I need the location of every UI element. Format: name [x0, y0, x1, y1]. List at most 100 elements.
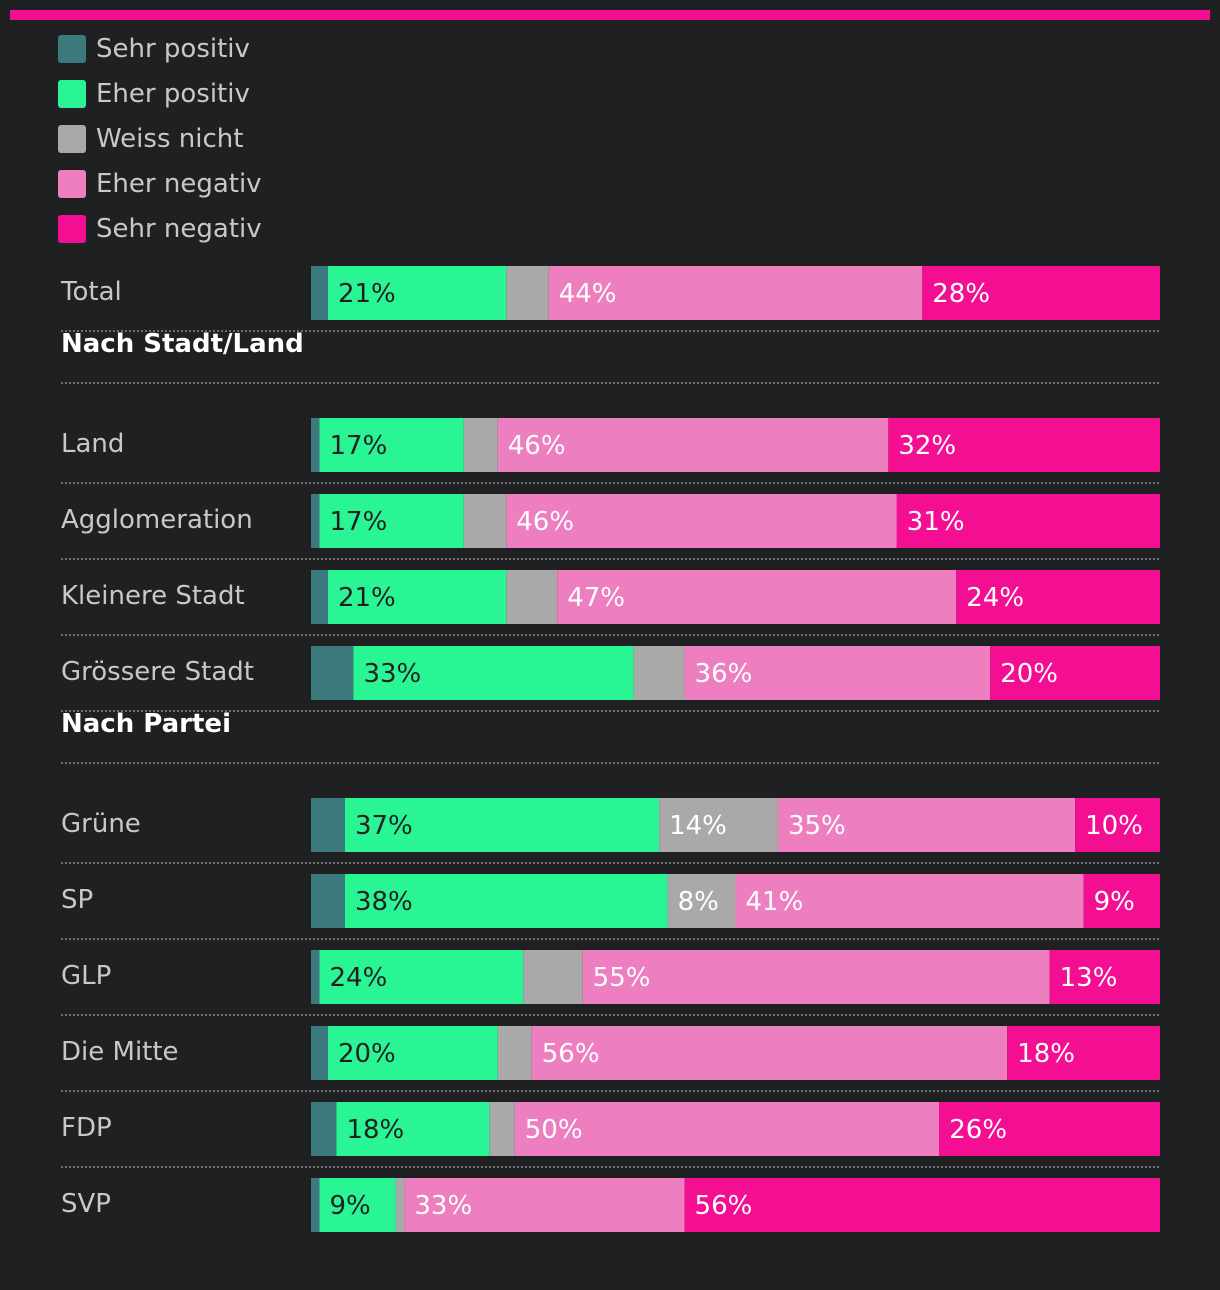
- bar-segment: [531, 1026, 1008, 1080]
- bar-row: Kleinere Stadt 21% 47% 24%: [61, 570, 1160, 624]
- data-label: 28%: [932, 279, 990, 309]
- bar-segment: [582, 950, 1050, 1004]
- legend-item-sehr-negativ: Sehr negativ: [58, 206, 262, 251]
- bar-segment: [463, 494, 507, 548]
- data-label: 37%: [355, 811, 413, 841]
- legend-item-eher-negativ: Eher negativ: [58, 161, 262, 206]
- bar-segment: [327, 266, 507, 320]
- bar-segment: [888, 418, 1160, 472]
- bar-segment: [463, 418, 498, 472]
- data-label: 21%: [338, 279, 396, 309]
- bar-segment: [497, 1026, 532, 1080]
- legend-item-sehr-positiv: Sehr positiv: [58, 26, 262, 71]
- bar-segment: [684, 1178, 1160, 1232]
- row-label: FDP: [61, 1113, 112, 1143]
- legend-label: Sehr negativ: [96, 213, 262, 244]
- legend-swatch: [58, 214, 86, 243]
- row-label: Total: [60, 277, 122, 307]
- bar-segment: [1083, 874, 1160, 928]
- legend-item-weiss-nicht: Weiss nicht: [58, 116, 262, 161]
- data-label: 9%: [1094, 887, 1135, 917]
- data-label: 21%: [338, 583, 396, 613]
- bar-segment: [1075, 798, 1160, 852]
- bar-segment: [633, 646, 685, 700]
- bar-row: Grüne 37% 14% 35% 10%: [61, 798, 1160, 852]
- data-label: 24%: [329, 963, 387, 993]
- bar-segment: [336, 1102, 490, 1156]
- bar-row: GLP 24% 55% 13%: [61, 950, 1160, 1004]
- bar-segment: [489, 1102, 515, 1156]
- row-label: Grüne: [61, 809, 141, 839]
- row-label: Die Mitte: [61, 1037, 179, 1067]
- bar-row: SP 38% 8% 41% 9%: [61, 874, 1160, 928]
- data-label: 33%: [363, 659, 421, 689]
- bar-segment: [319, 1178, 396, 1232]
- data-label: 24%: [966, 583, 1024, 613]
- bar-segment: [311, 798, 345, 852]
- bar-segment: [506, 494, 897, 548]
- bar-segment: [311, 1102, 337, 1156]
- data-label: 41%: [746, 887, 804, 917]
- bar-segment: [548, 266, 923, 320]
- bar-row: Total 21% 44% 28%: [60, 266, 1160, 320]
- bar-segment: [311, 266, 328, 320]
- bar-segment: [896, 494, 1160, 548]
- bar-segment: [667, 874, 736, 928]
- data-label: 17%: [329, 431, 387, 461]
- bar-segment: [557, 570, 957, 624]
- data-label: 26%: [949, 1115, 1007, 1145]
- row-label: Land: [61, 429, 124, 459]
- bar-segment: [1007, 1026, 1160, 1080]
- bar-segment: [353, 646, 634, 700]
- bar-row: Agglomeration 17% 46% 31%: [61, 494, 1160, 548]
- bar-row: Die Mitte 20% 56% 18%: [61, 1026, 1160, 1080]
- bar-segment: [684, 646, 991, 700]
- data-label: 10%: [1085, 811, 1143, 841]
- legend-item-eher-positiv: Eher positiv: [58, 71, 262, 116]
- bar-segment: [311, 874, 345, 928]
- bar-segment: [990, 646, 1160, 700]
- data-label: 36%: [695, 659, 753, 689]
- bar-segment: [659, 798, 778, 852]
- data-label: 46%: [516, 507, 574, 537]
- data-label: 50%: [525, 1115, 583, 1145]
- data-label: 31%: [907, 507, 965, 537]
- bar-segment: [506, 266, 549, 320]
- legend-swatch: [58, 124, 86, 153]
- bar-segment: [311, 1026, 328, 1080]
- row-label: Grössere Stadt: [61, 657, 254, 687]
- row-label: GLP: [61, 961, 111, 991]
- legend-label: Eher positiv: [96, 78, 250, 109]
- bar-segment: [311, 494, 320, 548]
- data-label: 44%: [559, 279, 617, 309]
- data-label: 20%: [1000, 659, 1058, 689]
- row-label: Agglomeration: [61, 505, 253, 535]
- data-label: 20%: [338, 1039, 396, 1069]
- bar-segment: [344, 874, 668, 928]
- group-title: Nach Stadt/Land: [61, 329, 304, 359]
- bar-segment: [344, 798, 660, 852]
- bar-segment: [922, 266, 1160, 320]
- row-label: Kleinere Stadt: [61, 581, 245, 611]
- bar-row: Grössere Stadt 33% 36% 20%: [61, 646, 1160, 700]
- bar-segment: [939, 1102, 1160, 1156]
- legend: Sehr positiv Eher positiv Weiss nicht Eh…: [58, 26, 262, 251]
- data-label: 18%: [1017, 1039, 1075, 1069]
- bar-segment: [311, 570, 328, 624]
- data-label: 38%: [355, 887, 413, 917]
- data-label: 17%: [329, 507, 387, 537]
- data-label: 46%: [508, 431, 566, 461]
- bar-row: SVP 9% 33% 56%: [61, 1178, 1160, 1232]
- legend-swatch: [58, 34, 86, 63]
- data-label: 56%: [695, 1191, 753, 1221]
- bar-segment: [735, 874, 1084, 928]
- data-label: 47%: [567, 583, 625, 613]
- bar-segment: [956, 570, 1160, 624]
- bar-segment: [395, 1178, 405, 1232]
- data-label: 14%: [669, 811, 727, 841]
- row-label: SP: [61, 885, 93, 915]
- group-title: Nach Partei: [61, 709, 231, 739]
- data-label: 18%: [346, 1115, 404, 1145]
- legend-swatch: [58, 79, 86, 108]
